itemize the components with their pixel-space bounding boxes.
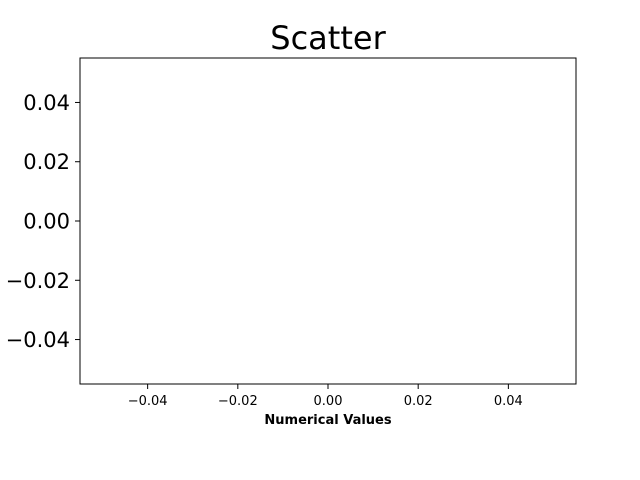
x-tick-label: −0.02: [218, 394, 258, 409]
chart-title: Scatter: [270, 19, 386, 57]
x-tick-label: −0.04: [128, 394, 168, 409]
x-axis-label: Numerical Values: [264, 413, 391, 428]
y-tick-label: −0.04: [6, 328, 70, 352]
y-tick-label: 0.00: [23, 210, 70, 234]
x-tick-label: 0.00: [314, 394, 343, 409]
x-tick-label: 0.04: [494, 394, 523, 409]
x-axis: −0.04 −0.02 0.00 0.02 0.04: [128, 384, 523, 409]
y-axis: −0.04 −0.02 0.00 0.02 0.04: [6, 91, 80, 352]
y-tick-label: 0.04: [23, 91, 70, 115]
x-tick-label: 0.02: [404, 394, 433, 409]
y-tick-label: −0.02: [6, 269, 70, 293]
y-tick-label: 0.02: [23, 150, 70, 174]
